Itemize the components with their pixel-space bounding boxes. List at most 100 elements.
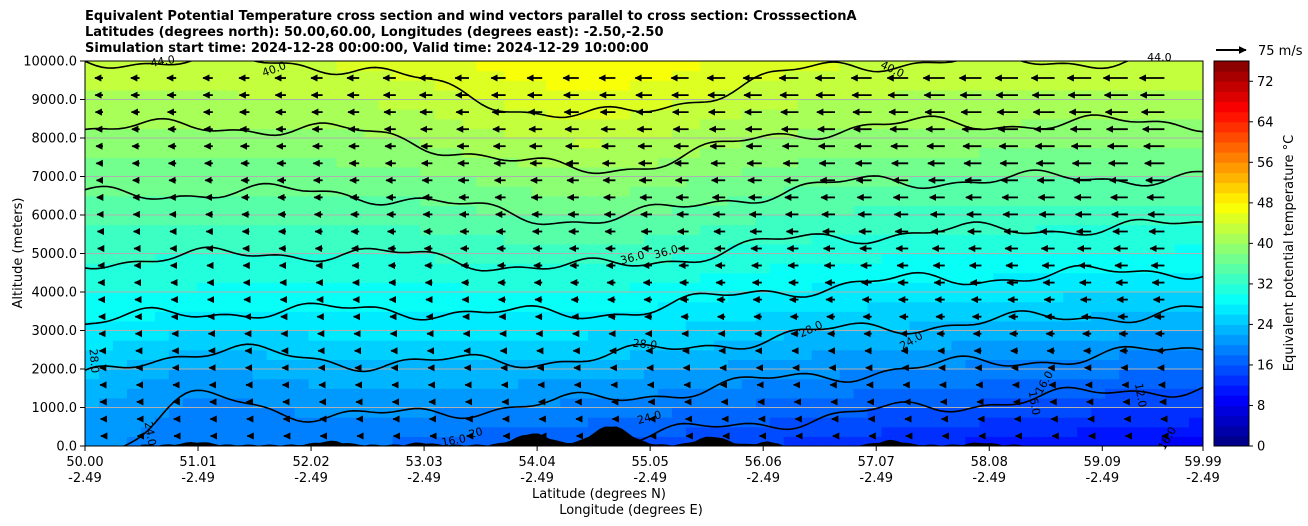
y-tick-label: 0.0 — [56, 440, 77, 455]
contour-line — [85, 305, 1203, 373]
colorbar-band — [1214, 364, 1249, 376]
quiver-key: 75 m/s — [1216, 44, 1303, 59]
terrain-silhouette — [141, 426, 1037, 446]
contour-lines — [85, 61, 1203, 446]
colorbar-band — [1214, 212, 1249, 224]
colorbar-band — [1214, 91, 1249, 103]
colorbar-tick-label: 0 — [1257, 440, 1265, 455]
x-tick-label-lat: 52.02 — [292, 455, 329, 470]
colorbar-band — [1214, 283, 1249, 295]
colorbar-band — [1214, 121, 1249, 133]
chart-title-line-1: Equivalent Potential Temperature cross s… — [85, 9, 857, 24]
x-tick-label-lat: 56.06 — [745, 455, 782, 470]
colorbar-band — [1214, 61, 1249, 72]
terrain — [141, 426, 1037, 446]
y-tick-label: 5000.0 — [32, 247, 78, 262]
colorbar-band — [1214, 131, 1249, 143]
x-tick-label-lon: -2.49 — [520, 471, 554, 486]
contour-label: 24.0 — [636, 408, 663, 427]
y-tick-label: 10000.0 — [23, 55, 77, 70]
y-tick-label: 9000.0 — [32, 93, 78, 108]
x-tick-label-lon: -2.49 — [294, 471, 328, 486]
contour-label: 16.0 — [440, 432, 466, 449]
colorbar-band — [1214, 192, 1249, 204]
colorbar-frame — [1213, 60, 1250, 447]
colorbar-tick-label: 8 — [1257, 399, 1265, 414]
x-tick-label-lat: 59.09 — [1084, 455, 1121, 470]
y-tick-label: 1000.0 — [32, 401, 78, 416]
colorbar-tick-label: 40 — [1257, 237, 1274, 252]
colorbar-band — [1214, 152, 1249, 163]
x-tick-label-lon: -2.49 — [633, 471, 667, 486]
x-tick-label-lat: 54.04 — [519, 455, 556, 470]
x-tick-label-lat: 55.05 — [632, 455, 669, 470]
colorbar-band — [1214, 425, 1249, 437]
y-tick-label: 4000.0 — [32, 286, 78, 301]
colorbar-band — [1214, 243, 1249, 254]
contour-label: 16.0 — [1026, 390, 1043, 416]
colorbar-band — [1214, 294, 1249, 305]
y-tick-label: 2000.0 — [32, 363, 78, 378]
colorbar-tick-label: 48 — [1257, 196, 1274, 211]
colorbar-band — [1214, 304, 1249, 315]
colorbar-band — [1214, 111, 1249, 123]
y-axis: 0.0 1000.0 2000.0 3000.0 4000.0 5000.0 6000.0 7… — [23, 55, 85, 455]
contour-label: 36.0 — [652, 243, 679, 262]
colorbar-band — [1214, 202, 1249, 214]
x-tick-label-lon: -2.49 — [1186, 471, 1220, 486]
contour-line — [85, 264, 1203, 326]
x-tick-label-lon: -2.49 — [181, 471, 215, 486]
contour-line — [85, 114, 1203, 175]
wind-vectors — [94, 74, 1169, 440]
contour-label: 24.0 — [142, 421, 159, 447]
x-tick-label-lon: -2.49 — [746, 471, 780, 486]
colorbar-band — [1214, 81, 1249, 92]
colorbar-band — [1214, 415, 1249, 427]
contour-label: 36.0 — [619, 248, 646, 267]
colorbar-band — [1214, 405, 1249, 417]
x-axis-title-longitude: Longitude (degrees E) — [559, 503, 703, 518]
colorbar-band — [1214, 314, 1249, 325]
colorbar-band — [1214, 233, 1249, 244]
colorbar-band — [1214, 162, 1249, 173]
colorbar-tick-label: 32 — [1257, 277, 1274, 292]
x-tick-label-lat: 53.03 — [405, 455, 442, 470]
colorbar-band — [1214, 435, 1249, 447]
colorbar-band — [1214, 334, 1249, 346]
colorbar-band — [1214, 182, 1249, 194]
colorbar-band — [1214, 395, 1249, 406]
x-tick-label-lat: 57.07 — [858, 455, 895, 470]
colorbar-band — [1214, 101, 1249, 113]
contour-line — [85, 169, 1203, 226]
colorbar-band — [1214, 263, 1249, 275]
contour-line — [583, 386, 1203, 446]
x-tick-label-lon: -2.49 — [68, 471, 102, 486]
colorbar-tick-label: 72 — [1257, 75, 1274, 90]
colorbar-band — [1214, 385, 1249, 396]
chart-title-line-2: Latitudes (degrees north): 50.00,60.00, … — [85, 25, 664, 40]
colorbar-band — [1214, 354, 1249, 366]
colorbar-tick-label: 24 — [1257, 318, 1274, 333]
colorbar-band — [1214, 71, 1249, 82]
colorbar-tick-label: 64 — [1257, 115, 1274, 130]
x-tick-label-lat: 51.01 — [179, 455, 216, 470]
y-tick-label: 8000.0 — [32, 132, 78, 147]
colorbar-label: Equivalent potential temperature °C — [1282, 135, 1297, 371]
contour-line — [123, 345, 1203, 446]
colorbar-band — [1214, 375, 1249, 386]
y-tick-label: 7000.0 — [32, 170, 78, 185]
contour-label: 12.0 — [1132, 382, 1149, 408]
contour-label: 20 — [467, 425, 484, 441]
y-axis-title: Altitude (meters) — [11, 198, 26, 309]
chart-title-line-3: Simulation start time: 2024-12-28 00:00:… — [85, 41, 649, 56]
x-tick-label-lon: -2.49 — [407, 471, 441, 486]
x-axis-title-latitude: Latitude (degrees N) — [532, 487, 666, 502]
colorbar-band — [1214, 223, 1249, 234]
x-tick-label-lon: -2.49 — [1085, 471, 1119, 486]
colorbar-band — [1214, 324, 1249, 336]
colorbar-band — [1214, 273, 1249, 285]
contour-label: 28.0 — [632, 337, 658, 352]
colorbar: 0 8 16 24 32 40 48 56 64 72 Equivalent potential t… — [1213, 60, 1297, 455]
x-tick-label-lon: -2.49 — [859, 471, 893, 486]
